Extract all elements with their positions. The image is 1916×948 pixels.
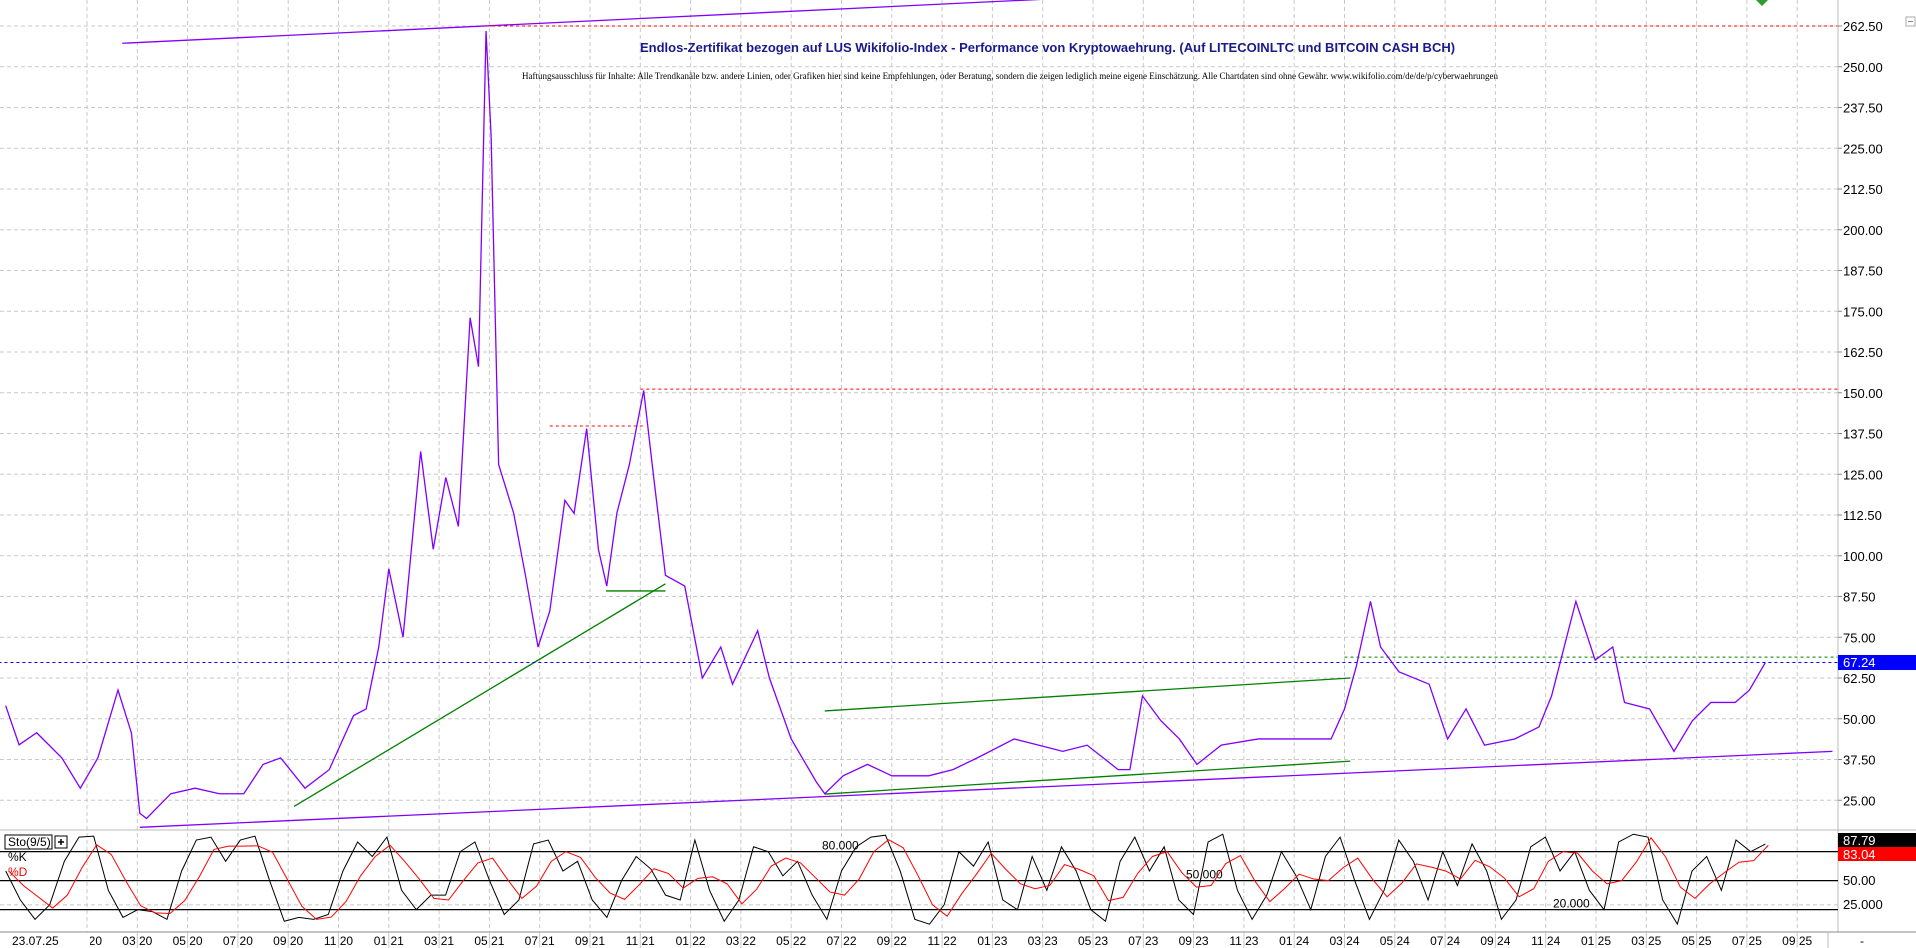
x-tick-label: 03 24: [1329, 934, 1359, 948]
trend-lines: [0, 0, 1838, 828]
current-date-label: 23.07.25: [12, 934, 59, 948]
y-tick-label: 250.00: [1843, 60, 1883, 75]
price-axis: 25.00 37.50 50.00 62.50 75.00 87.50 100.00 112.…: [1838, 19, 1883, 808]
support-line: [139, 750, 1833, 828]
x-tick-label: 07 23: [1128, 934, 1158, 948]
y-tick-label: 237.50: [1843, 101, 1883, 116]
y-tick-label: 50.00: [1843, 712, 1876, 727]
x-tick-label: 03 22: [726, 934, 756, 948]
level-label: 20.000: [1553, 897, 1590, 911]
x-tick-label: 05 23: [1078, 934, 1108, 948]
x-tick-label: 01 25: [1581, 934, 1611, 948]
k-legend: %K: [8, 850, 27, 864]
x-tick-label: 07 21: [525, 934, 555, 948]
y-tick-label: 87.50: [1843, 590, 1876, 605]
x-tick-label: 09 24: [1480, 934, 1510, 948]
marker-triangle-icon: [1756, 0, 1768, 6]
stochastic-k-line: [5, 833, 1766, 926]
support-line: [122, 0, 1042, 44]
trend-line: [824, 760, 1351, 795]
x-tick-label: 09 20: [273, 934, 303, 948]
x-tick-label: 11 20: [324, 934, 353, 948]
y-tick-label: 137.50: [1843, 427, 1883, 442]
trend-line: [824, 677, 1351, 712]
y-tick-label: 75.00: [1843, 630, 1876, 645]
y-tick-label: 175.00: [1843, 304, 1883, 319]
trend-line: [293, 583, 666, 808]
x-tick-label: 11 21: [626, 934, 655, 948]
chart-title: Endlos-Zertifikat bezogen auf LUS Wikifo…: [640, 40, 1455, 55]
x-tick-label: 11 22: [928, 934, 957, 948]
x-tick-label: 05 24: [1380, 934, 1410, 948]
x-tick-label: 03 23: [1028, 934, 1058, 948]
k-value-badge: [1838, 833, 1916, 847]
y-tick-label: 162.50: [1843, 345, 1883, 360]
stochastic-d-line: [8, 836, 1769, 920]
x-tick-label: 07 24: [1430, 934, 1460, 948]
x-tick-label: 05 21: [474, 934, 504, 948]
d-value-label: 83.04: [1843, 847, 1876, 862]
y-tick-label: 187.50: [1843, 264, 1883, 279]
d-legend: %D: [8, 865, 28, 879]
x-tick-label: 01 23: [977, 934, 1007, 948]
level-label: 50.000: [1186, 868, 1223, 882]
last-price-label: 67.24: [1843, 655, 1876, 670]
level-label: 80.000: [822, 839, 859, 853]
x-tick-label: 05 25: [1682, 934, 1712, 948]
x-tick-label: 07 22: [826, 934, 856, 948]
x-tick-label: 03 20: [122, 934, 152, 948]
y-tick-label: 200.00: [1843, 223, 1883, 238]
price-series-line: [5, 30, 1766, 820]
x-tick-label: 09 23: [1179, 934, 1209, 948]
x-tick-label: 03 21: [424, 934, 454, 948]
y-tick-label: 37.50: [1843, 753, 1876, 768]
x-tick-label: 11 24: [1531, 934, 1560, 948]
sto-axis-50: 50.00: [1843, 873, 1876, 888]
x-tick-label: 11 23: [1229, 934, 1258, 948]
x-tick-label: 07 25: [1732, 934, 1762, 948]
y-tick-label: 262.50: [1843, 19, 1883, 34]
y-tick-label: 100.00: [1843, 549, 1883, 564]
stochastic-panel: 80.000 50.000 20.000: [0, 839, 1838, 911]
y-tick-label: 212.50: [1843, 182, 1883, 197]
x-tick-label: 09 22: [877, 934, 907, 948]
x-tick-label: 01 24: [1279, 934, 1309, 948]
time-axis-end: -: [1860, 934, 1864, 948]
y-tick-label: 125.00: [1843, 467, 1883, 482]
d-value-badge: [1838, 847, 1916, 861]
plus-icon: [58, 839, 64, 845]
disclaimer-text: Haftungsausschluss für Inhalte: Alle Tre…: [522, 71, 1499, 81]
indicator-label-box[interactable]: [4, 834, 53, 850]
x-tick-label: 05 20: [173, 934, 203, 948]
x-tick-label: 05 22: [776, 934, 806, 948]
x-tick-label: 09 21: [575, 934, 605, 948]
y-tick-label: 62.50: [1843, 671, 1876, 686]
y-tick-label: 25.00: [1843, 793, 1876, 808]
x-tick-label: 01 22: [676, 934, 706, 948]
x-tick-label: 01 21: [374, 934, 404, 948]
k-value-label: 87.79: [1843, 833, 1876, 848]
y-tick-label: 150.00: [1843, 386, 1883, 401]
x-tick-label: 03 25: [1631, 934, 1661, 948]
indicator-label: Sto(9/5): [8, 835, 51, 849]
date-box: [0, 933, 90, 948]
x-tick-label: 09 25: [1782, 934, 1812, 948]
sto-axis-25: 25.000: [1843, 897, 1883, 912]
x-tick-label: 07 20: [223, 934, 253, 948]
last-price-badge: [1838, 655, 1916, 670]
y-tick-label: 112.50: [1843, 508, 1882, 523]
y-tick-label: 225.00: [1843, 141, 1883, 156]
